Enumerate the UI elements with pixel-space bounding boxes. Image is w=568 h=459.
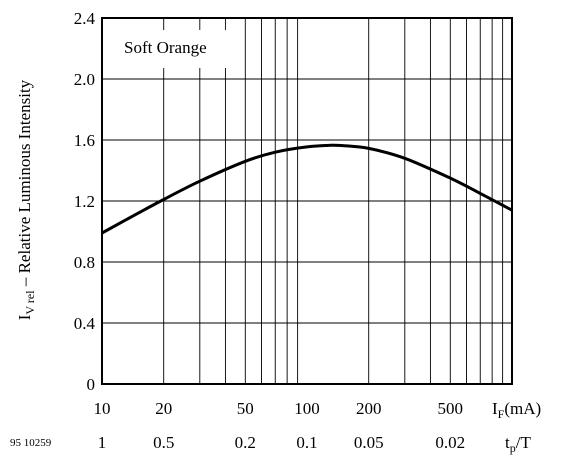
secondary-x-tick-label: 1 <box>98 433 107 452</box>
secondary-x-ticks: 1 0.5 0.2 0.1 0.05 0.02 <box>98 433 465 452</box>
annotation-soft-orange: Soft Orange <box>124 38 207 57</box>
y-tick-label: 2.0 <box>74 70 95 89</box>
x-axis-label-main: I <box>492 399 498 418</box>
y-tick-label: 0 <box>87 375 96 394</box>
y-axis-label-sub: V rel <box>23 290 37 315</box>
secondary-x-tick-label: 0.02 <box>435 433 465 452</box>
x-tick-label: 200 <box>356 399 382 418</box>
x-axis-label-rest: (mA) <box>504 399 541 418</box>
annotation-box: Soft Orange <box>112 30 234 68</box>
y-axis-label: IV rel – Relative Luminous Intensity <box>15 79 37 320</box>
x-axis-label-sub: F <box>498 407 505 421</box>
y-tick-label: 0.4 <box>74 314 96 333</box>
x-ticks: 10 20 50 100 200 500 <box>94 399 464 418</box>
y-tick-label: 2.4 <box>74 9 96 28</box>
y-tick-label: 1.6 <box>74 131 95 150</box>
x-tick-label: 20 <box>155 399 172 418</box>
y-axis-label-main: I <box>15 314 34 320</box>
data-series <box>101 143 513 235</box>
x-axis-label: IF(mA) <box>492 399 541 421</box>
y-ticks: 0 0.4 0.8 1.2 1.6 2.0 2.4 <box>74 9 96 394</box>
secondary-axis-label: tp/T <box>505 433 531 455</box>
secondary-axis-label-rest: /T <box>516 433 532 452</box>
secondary-x-tick-label: 0.1 <box>296 433 317 452</box>
x-tick-label: 500 <box>438 399 464 418</box>
x-tick-label: 50 <box>237 399 254 418</box>
x-tick-label: 10 <box>94 399 111 418</box>
y-tick-label: 0.8 <box>74 253 95 272</box>
secondary-axis-label-main: t <box>505 433 510 452</box>
secondary-x-tick-label: 0.2 <box>235 433 256 452</box>
plot-frame <box>101 17 513 385</box>
y-axis-label-rest: – Relative Luminous Intensity <box>15 79 34 290</box>
secondary-x-tick-label: 0.5 <box>153 433 174 452</box>
secondary-x-tick-label: 0.05 <box>354 433 384 452</box>
series-line <box>101 143 513 235</box>
secondary-axis-label-sub: p <box>510 441 516 455</box>
x-tick-label: 100 <box>294 399 320 418</box>
figure-id: 95 10259 <box>10 437 52 449</box>
y-tick-label: 1.2 <box>74 192 95 211</box>
